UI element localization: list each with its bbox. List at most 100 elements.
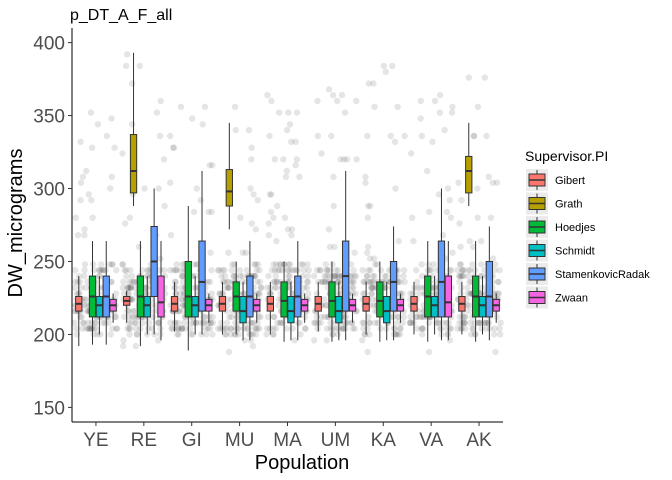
box-body [225,169,233,207]
data-point [86,325,93,332]
box-zwaan-gi [205,293,213,323]
data-point [389,62,396,70]
data-point [288,267,295,274]
data-point [286,284,294,291]
data-point [127,284,134,291]
box-hoedjes-mu [232,261,240,335]
x-tick-label: GI [182,430,202,451]
data-point [250,319,258,326]
data-point [437,325,444,332]
data-point [265,220,272,227]
box-stamenkovicradak-va [437,188,446,341]
data-point [481,74,488,81]
data-point [265,272,272,280]
data-point [222,284,230,291]
data-point [417,284,424,291]
data-point [98,261,105,268]
data-point [291,337,298,344]
data-point [178,325,186,332]
box-gibert-ma [266,281,274,335]
data-point [157,325,164,332]
y-tick-label: 200 [33,325,65,346]
data-point [266,290,273,297]
data-point [274,202,281,210]
data-point [331,272,339,280]
data-point [497,331,504,338]
data-point [200,313,207,321]
data-point [238,278,246,286]
data-point [471,331,479,338]
data-point [459,313,466,321]
data-point [314,325,321,332]
data-point [229,261,236,268]
data-point [365,80,372,87]
data-point [88,325,96,332]
data-point [275,296,282,303]
data-point [365,267,372,274]
data-point [89,214,96,221]
y-tick-label: 250 [33,252,65,273]
data-point [128,313,136,321]
data-point [367,278,374,286]
box-body [157,275,165,318]
data-point [359,319,366,326]
box-hoedjes-ak [471,241,480,342]
data-point [265,232,272,239]
data-point [225,278,233,286]
data-point [364,243,372,251]
data-point [189,331,196,338]
y-tick-label: 300 [33,180,65,201]
data-point [232,319,239,326]
data-point [401,278,408,286]
data-point [349,325,356,332]
data-point [281,214,289,221]
data-point [466,290,474,297]
data-point [283,126,291,134]
data-point [112,290,120,297]
data-point [326,272,333,280]
data-point [114,325,121,332]
data-point [416,313,424,321]
box-zwaan-va [444,241,452,341]
data-point [201,103,209,111]
data-point [177,290,184,297]
data-point [352,272,360,280]
data-point [418,325,425,332]
data-point [370,302,377,309]
data-point [125,313,132,321]
data-point [178,284,185,291]
box-body [430,296,439,318]
legend: Supervisor.PI Gibert Grath Hoedjes Schmidt S… [525,148,650,309]
data-point [370,278,378,286]
data-point [221,331,229,338]
data-point [458,284,465,291]
data-point [209,319,216,326]
data-point [340,325,347,332]
data-point [321,278,328,286]
data-point [81,226,88,233]
data-point [83,167,90,175]
x-axis-title: Population [255,452,350,474]
data-point [72,278,79,286]
data-point [457,290,464,297]
data-point [489,179,496,186]
data-point [454,267,461,274]
data-point [425,348,433,356]
data-point [248,144,255,151]
data-point [167,179,174,186]
data-point [490,255,497,262]
data-point [401,132,408,140]
data-point [325,86,333,93]
box-hoedjes-um [328,261,336,342]
data-point [204,278,211,286]
data-point [72,267,79,274]
data-point [475,319,482,326]
data-point [434,319,442,326]
data-point [170,144,178,151]
data-point [305,290,312,297]
data-point [288,226,296,233]
data-point [302,313,309,321]
data-point [418,313,425,321]
data-point [283,325,291,332]
data-point [469,325,476,332]
